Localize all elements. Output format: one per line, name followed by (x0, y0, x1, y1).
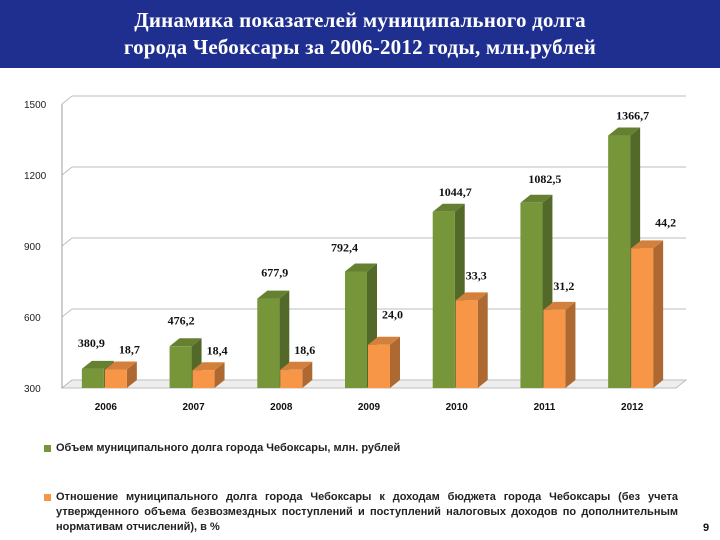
bar-debt-2011 (520, 202, 543, 388)
x-tick-label: 2006 (95, 402, 118, 413)
bar-ratio-2012 (631, 248, 654, 388)
bar-debt-2008 (257, 298, 280, 388)
gridline-depth (61, 166, 73, 176)
data-label-ratio: 24,0 (382, 308, 403, 322)
bar-ratio-2008 (280, 369, 303, 388)
legend-label-debt: Объем муниципального долга города Чебокс… (56, 442, 401, 454)
bar-debt-2006-top (81, 360, 114, 369)
bar-ratio-2008-top (280, 361, 313, 370)
legend-swatch-debt (44, 445, 51, 452)
bar-ratio-2012-top (631, 240, 664, 249)
y-tick-label: 300 (24, 384, 41, 395)
bar-ratio-2006 (104, 369, 127, 388)
bar-debt-2010 (432, 211, 455, 388)
bar-ratio-2006-side (126, 361, 137, 388)
bar-ratio-2012-side (653, 240, 664, 388)
slide-title-line-2: города Чебоксары за 2006-2012 годы, млн.… (123, 35, 597, 59)
bar-ratio-2009-side (390, 336, 400, 388)
bar-debt-2007-top (169, 338, 202, 347)
legend-swatch-ratio (44, 494, 51, 501)
bar-debt-2010-top (432, 203, 465, 212)
data-label-debt: 1366,7 (616, 109, 649, 123)
bar-ratio-2010-top (455, 292, 488, 301)
x-tick-label: 2011 (534, 402, 556, 413)
data-label-debt: 1082,5 (528, 172, 561, 186)
x-tick-label: 2010 (446, 402, 469, 413)
legend-item-debt: Объем муниципального долга города Чебокс… (44, 441, 684, 456)
legend-item-ratio: Отношение муниципального долга города Че… (44, 490, 678, 535)
data-label-ratio: 18,7 (119, 343, 140, 357)
bar-ratio-2011-side (565, 301, 576, 388)
y-tick-label: 1500 (24, 100, 47, 111)
bar-ratio-2011-top (543, 301, 576, 310)
bar-chart: 300 600 900 1200 1500 380,9 18,7 2006 476,2 18,4 2… (24, 95, 688, 413)
bar-ratio-2009-top (368, 336, 400, 345)
data-label-debt: 677,9 (261, 266, 288, 280)
data-label-ratio: 18,6 (294, 343, 315, 357)
data-label-ratio: 44,2 (655, 215, 676, 229)
data-label-debt: 1044,7 (439, 185, 472, 199)
bar-debt-2011-top (520, 194, 553, 203)
gridline-depth (61, 237, 73, 247)
y-tick-label: 1200 (24, 171, 47, 182)
bar-debt-2012-top (608, 127, 641, 136)
x-tick-label: 2009 (358, 402, 381, 413)
bar-ratio-2006-top (104, 361, 137, 370)
legend-label-ratio: Отношение муниципального долга города Че… (56, 491, 678, 533)
bar-ratio-2010 (455, 300, 478, 388)
slide-header: Динамика показателей муниципального долг… (0, 0, 720, 68)
bar-debt-2006 (81, 368, 104, 388)
bar-ratio-2007-top (192, 362, 225, 371)
bar-debt-2009 (345, 271, 367, 388)
data-label-debt: 792,4 (331, 240, 358, 254)
data-label-debt: 476,2 (168, 313, 195, 327)
page-number: 9 (703, 522, 710, 534)
bar-ratio-2010-side (477, 292, 488, 388)
bar-debt-2008-side (279, 290, 290, 388)
bar-ratio-2007-side (214, 362, 225, 388)
slide-title-line-1: Динамика показателей муниципального долг… (134, 8, 586, 32)
data-label-ratio: 18,4 (207, 343, 228, 357)
bar-debt-2012 (608, 135, 631, 388)
gridline-depth (61, 95, 73, 105)
y-tick-label: 900 (24, 242, 41, 253)
bar-debt-2007 (169, 346, 192, 388)
bar-debt-2009-top (345, 263, 377, 272)
x-tick-label: 2012 (621, 402, 644, 413)
bar-ratio-2009 (368, 344, 390, 388)
bar-ratio-2011 (543, 309, 566, 388)
data-label-debt: 380,9 (78, 336, 105, 350)
bar-ratio-2008-side (302, 361, 313, 388)
bar-ratio-2007 (192, 370, 215, 388)
x-tick-label: 2007 (182, 402, 205, 413)
bar-debt-2008-top (257, 290, 290, 299)
x-tick-label: 2008 (270, 402, 293, 413)
data-label-ratio: 31,2 (553, 279, 574, 293)
y-tick-label: 600 (24, 313, 41, 324)
data-label-ratio: 33,3 (466, 268, 487, 282)
gridline-depth (61, 308, 73, 318)
